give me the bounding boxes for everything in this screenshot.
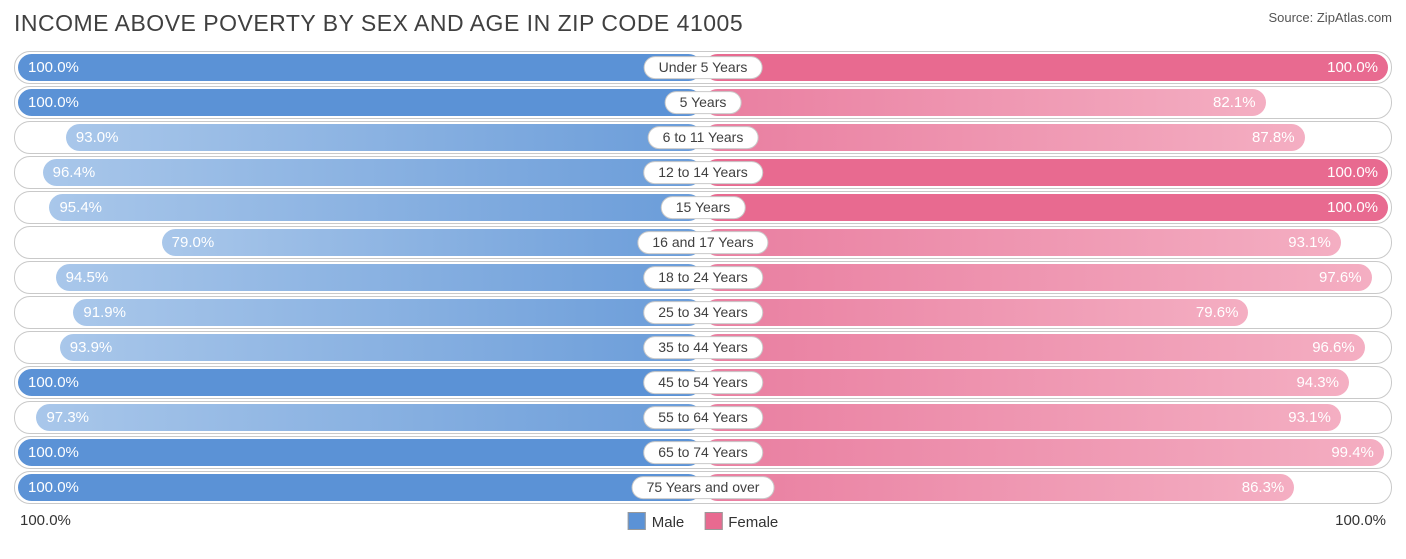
female-bar: 96.6% (704, 334, 1365, 361)
chart-row: 100.0% 82.1% 5 Years (14, 86, 1392, 119)
male-value: 100.0% (28, 94, 79, 111)
female-bar: 100.0% (704, 54, 1388, 81)
male-value: 91.9% (83, 304, 126, 321)
chart-legend: Male Female (628, 512, 779, 531)
row-category-label: 75 Years and over (632, 476, 775, 500)
legend-male-swatch (628, 512, 646, 530)
male-value: 100.0% (28, 374, 79, 391)
male-value: 96.4% (53, 164, 96, 181)
female-bar: 87.8% (704, 124, 1305, 151)
female-bar: 94.3% (704, 369, 1349, 396)
row-category-label: 18 to 24 Years (643, 266, 763, 290)
legend-male: Male (628, 512, 685, 531)
axis-right-label: 100.0% (1335, 512, 1386, 529)
row-category-label: 35 to 44 Years (643, 336, 763, 360)
chart-row: 93.0% 87.8% 6 to 11 Years (14, 121, 1392, 154)
male-value: 95.4% (59, 199, 102, 216)
female-value: 100.0% (1327, 199, 1378, 216)
female-value: 93.1% (1288, 409, 1331, 426)
female-value: 94.3% (1296, 374, 1339, 391)
chart-row: 93.9% 96.6% 35 to 44 Years (14, 331, 1392, 364)
female-value: 86.3% (1242, 479, 1285, 496)
row-category-label: 16 and 17 Years (637, 231, 768, 255)
chart-row: 97.3% 93.1% 55 to 64 Years (14, 401, 1392, 434)
row-category-label: 15 Years (661, 196, 746, 220)
female-bar: 97.6% (704, 264, 1372, 291)
chart-row: 100.0% 99.4% 65 to 74 Years (14, 436, 1392, 469)
row-category-label: 55 to 64 Years (643, 406, 763, 430)
chart-row: 91.9% 79.6% 25 to 34 Years (14, 296, 1392, 329)
chart-row: 96.4% 100.0% 12 to 14 Years (14, 156, 1392, 189)
chart-row: 100.0% 100.0% Under 5 Years (14, 51, 1392, 84)
chart-row: 79.0% 93.1% 16 and 17 Years (14, 226, 1392, 259)
male-bar: 79.0% (162, 229, 702, 256)
female-value: 99.4% (1331, 444, 1374, 461)
chart-header: INCOME ABOVE POVERTY BY SEX AND AGE IN Z… (14, 10, 1392, 37)
female-bar: 93.1% (704, 229, 1341, 256)
female-value: 87.8% (1252, 129, 1295, 146)
chart-container: INCOME ABOVE POVERTY BY SEX AND AGE IN Z… (0, 0, 1406, 559)
chart-source: Source: ZipAtlas.com (1268, 10, 1392, 25)
legend-female-swatch (704, 512, 722, 530)
female-value: 93.1% (1288, 234, 1331, 251)
male-bar: 94.5% (56, 264, 702, 291)
chart-row: 100.0% 94.3% 45 to 54 Years (14, 366, 1392, 399)
male-value: 100.0% (28, 479, 79, 496)
female-bar: 99.4% (704, 439, 1384, 466)
male-bar: 100.0% (18, 369, 702, 396)
row-category-label: 6 to 11 Years (648, 126, 759, 150)
chart-row: 94.5% 97.6% 18 to 24 Years (14, 261, 1392, 294)
female-bar: 93.1% (704, 404, 1341, 431)
chart-row: 95.4% 100.0% 15 Years (14, 191, 1392, 224)
female-bar: 86.3% (704, 474, 1294, 501)
male-bar: 95.4% (49, 194, 702, 221)
row-category-label: 5 Years (665, 91, 742, 115)
female-value: 96.6% (1312, 339, 1355, 356)
male-bar: 97.3% (36, 404, 702, 431)
male-bar: 91.9% (73, 299, 702, 326)
legend-male-label: Male (652, 514, 685, 531)
male-value: 94.5% (66, 269, 109, 286)
male-value: 93.0% (76, 129, 119, 146)
row-category-label: 25 to 34 Years (643, 301, 763, 325)
male-bar: 93.9% (60, 334, 702, 361)
row-category-label: 65 to 74 Years (643, 441, 763, 465)
female-bar: 100.0% (704, 194, 1388, 221)
male-value: 79.0% (172, 234, 215, 251)
male-bar: 100.0% (18, 89, 702, 116)
female-bar: 100.0% (704, 159, 1388, 186)
female-value: 82.1% (1213, 94, 1256, 111)
axis-left-label: 100.0% (20, 512, 71, 529)
female-bar: 82.1% (704, 89, 1266, 116)
row-category-label: Under 5 Years (644, 56, 763, 80)
legend-female-label: Female (728, 514, 778, 531)
female-value: 97.6% (1319, 269, 1362, 286)
male-value: 93.9% (70, 339, 113, 356)
male-bar: 100.0% (18, 439, 702, 466)
male-bar: 100.0% (18, 54, 702, 81)
chart-title: INCOME ABOVE POVERTY BY SEX AND AGE IN Z… (14, 10, 743, 37)
male-value: 100.0% (28, 59, 79, 76)
chart-row: 100.0% 86.3% 75 Years and over (14, 471, 1392, 504)
chart-axis: 100.0% Male Female 100.0% (14, 512, 1392, 529)
row-category-label: 12 to 14 Years (643, 161, 763, 185)
male-value: 100.0% (28, 444, 79, 461)
female-value: 100.0% (1327, 59, 1378, 76)
row-category-label: 45 to 54 Years (643, 371, 763, 395)
male-bar: 96.4% (43, 159, 702, 186)
female-value: 79.6% (1196, 304, 1239, 321)
female-bar: 79.6% (704, 299, 1248, 326)
male-value: 97.3% (46, 409, 89, 426)
chart-rows: 100.0% 100.0% Under 5 Years 100.0% 82.1% 5 Ye… (14, 51, 1392, 504)
male-bar: 100.0% (18, 474, 702, 501)
female-value: 100.0% (1327, 164, 1378, 181)
legend-female: Female (704, 512, 778, 531)
male-bar: 93.0% (66, 124, 702, 151)
